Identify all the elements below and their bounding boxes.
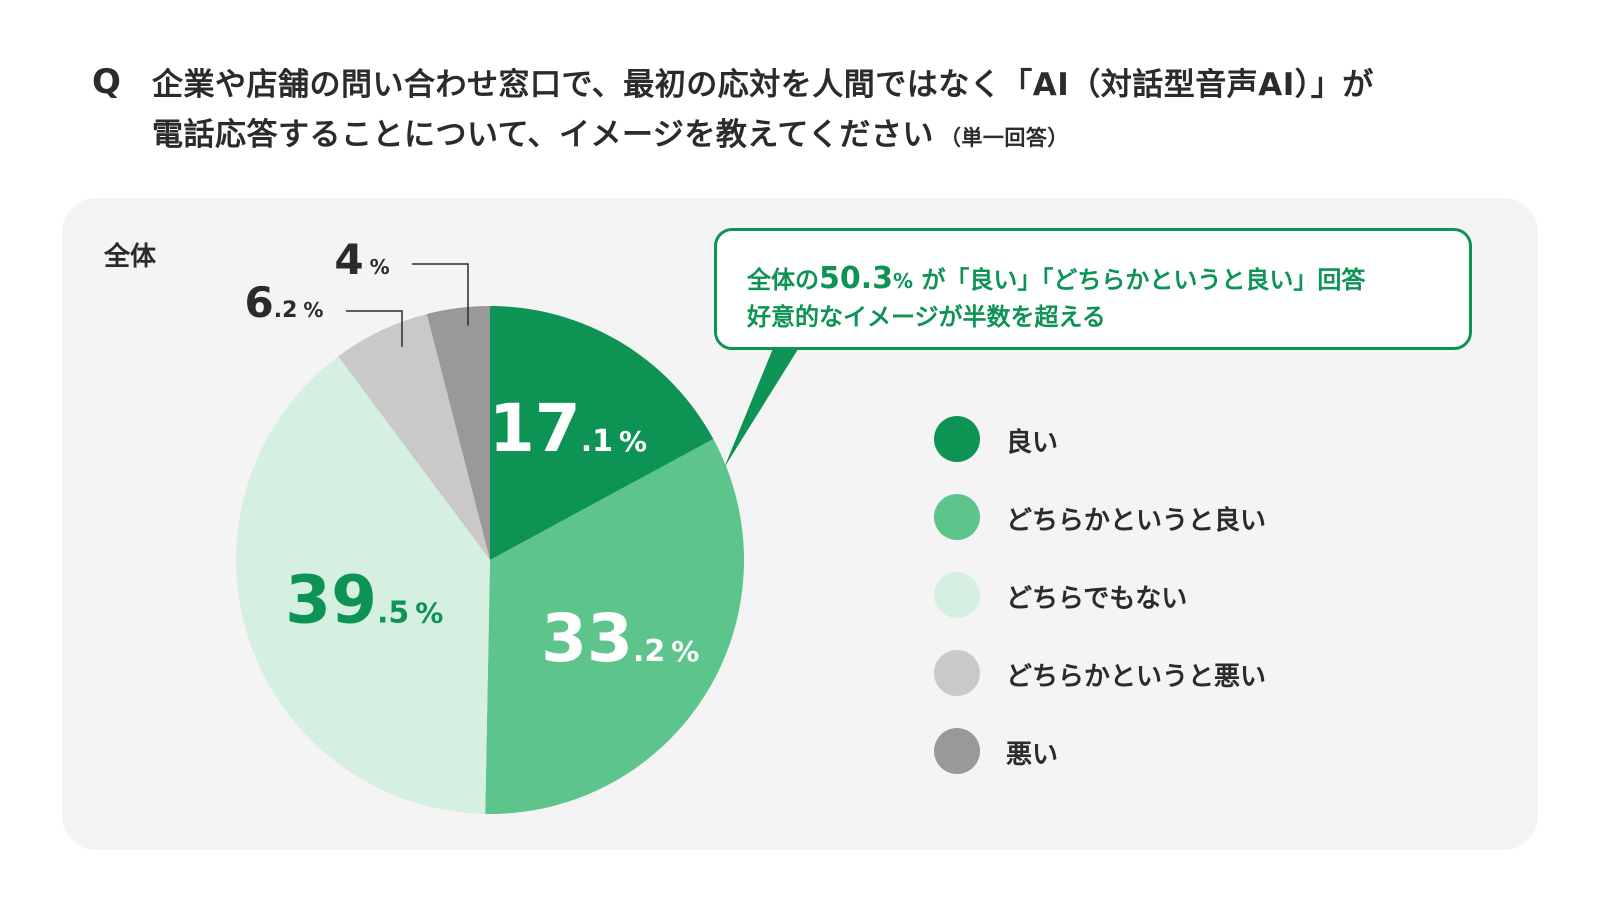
callout-value: 50.3 bbox=[819, 261, 894, 296]
pie-slice-1 bbox=[490, 306, 714, 560]
pie-label-3: 39.5% bbox=[285, 561, 443, 638]
pie-label-4: 6.2% bbox=[245, 278, 324, 327]
pie-slice-3 bbox=[236, 356, 490, 814]
legend-swatch bbox=[934, 572, 980, 618]
pie-slice-5 bbox=[426, 306, 490, 560]
pie-slice-2 bbox=[485, 439, 744, 814]
question-line-2-wrap: 電話応答することについて、イメージを教えてください （単一回答） bbox=[152, 110, 1552, 163]
callout-box: 全体の50.3% が「良い」「どちらかというと良い」回答 好意的なイメージが半数… bbox=[714, 228, 1472, 350]
callout-prefix: 全体の bbox=[747, 266, 819, 294]
legend-swatch bbox=[934, 416, 980, 462]
question-text: 企業や店舗の問い合わせ窓口で、最初の応対を人間ではなく「AI（対話型音声AI）」… bbox=[152, 60, 1552, 163]
callout-suffix: が「良い」「どちらかというと良い」回答 bbox=[921, 266, 1366, 294]
pie-slice-4 bbox=[338, 313, 490, 560]
leader-line-4 bbox=[346, 310, 403, 347]
panel-label: 全体 bbox=[104, 242, 157, 272]
question-line-1: 企業や店舗の問い合わせ窓口で、最初の応対を人間ではなく「AI（対話型音声AI）」… bbox=[152, 67, 1374, 103]
legend-label: 悪い bbox=[1006, 740, 1059, 770]
callout-line-2: 好意的なイメージが半数を超える bbox=[747, 303, 1106, 331]
question-mark: Q bbox=[92, 62, 121, 102]
legend-label: 良い bbox=[1006, 428, 1059, 458]
legend-swatch bbox=[934, 728, 980, 774]
question-note: （単一回答） bbox=[939, 126, 1069, 150]
legend-label: どちらでもない bbox=[1006, 584, 1188, 614]
pie-label-5: 4% bbox=[334, 235, 389, 284]
pie-label-1: 17.1% bbox=[489, 390, 647, 467]
leader-line-5 bbox=[412, 263, 469, 326]
callout-line-1: 全体の50.3% が「良い」「どちらかというと良い」回答 bbox=[747, 261, 1441, 299]
legend-label: どちらかというと良い bbox=[1006, 506, 1267, 536]
legend-swatch bbox=[934, 494, 980, 540]
question-line-2: 電話応答することについて、イメージを教えてください bbox=[152, 117, 934, 153]
legend-swatch bbox=[934, 650, 980, 696]
callout-percent: % bbox=[893, 269, 914, 293]
legend-label: どちらかというと悪い bbox=[1006, 662, 1267, 692]
pie-label-2: 33.2% bbox=[541, 600, 699, 677]
